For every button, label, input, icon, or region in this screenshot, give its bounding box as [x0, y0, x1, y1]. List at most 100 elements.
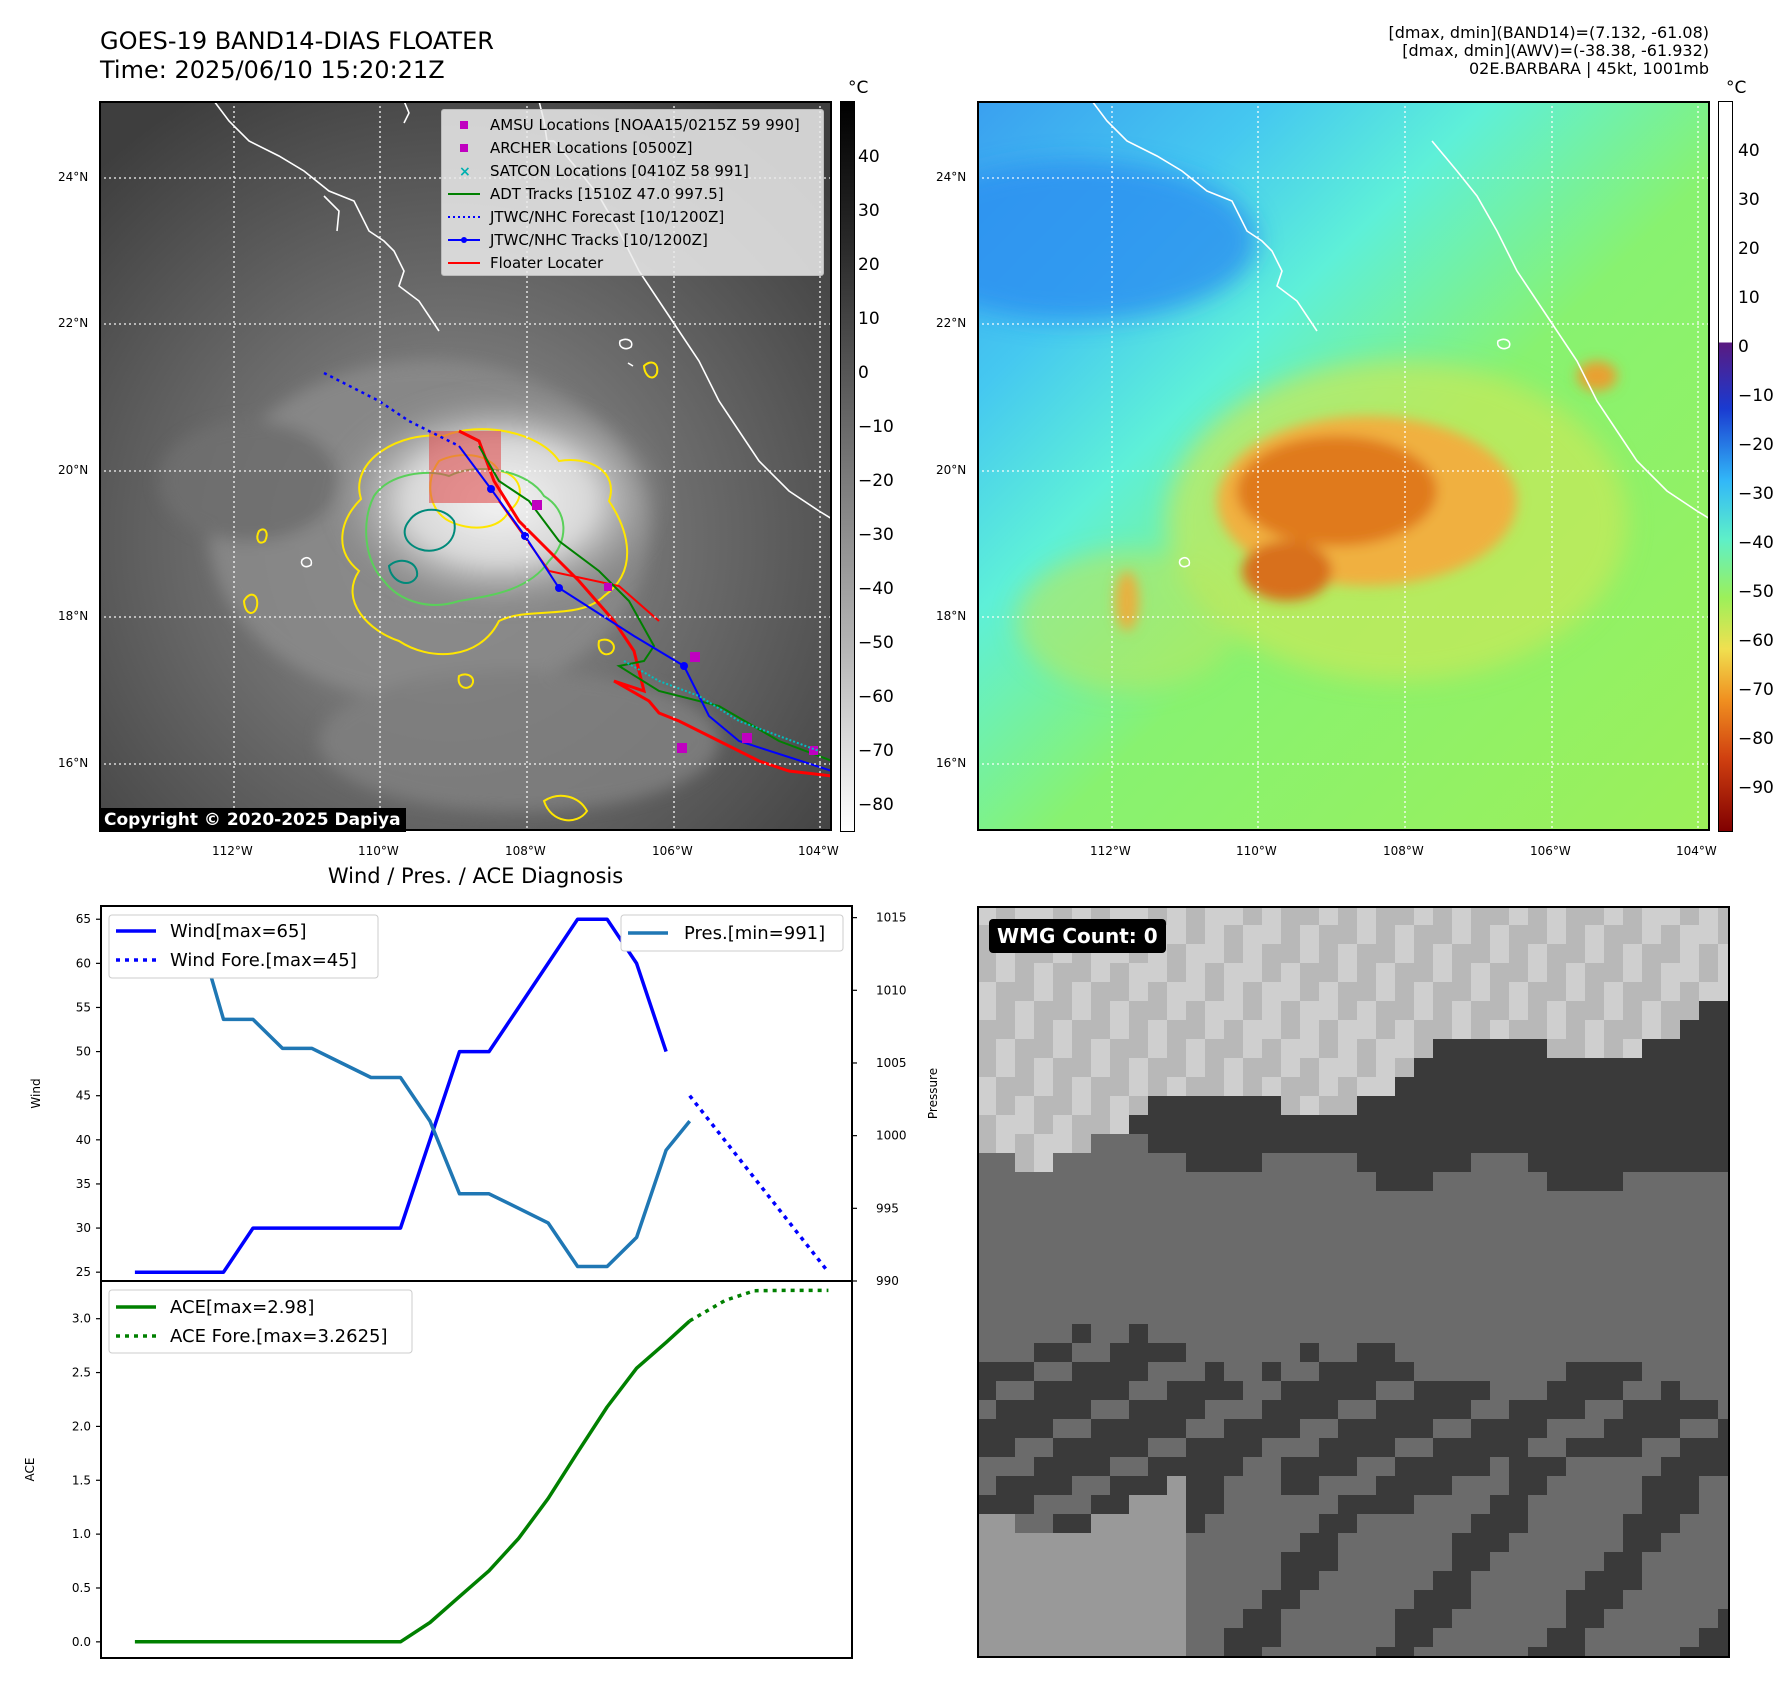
legend-wind: Wind[max=65]: [170, 921, 307, 942]
legend-swatch: [448, 237, 480, 243]
awv-lon-tick-108: 108°W: [1383, 844, 1424, 858]
awv-colorbar-tick: 20: [1738, 239, 1760, 259]
ir-lon-tick-106: 106°W: [652, 844, 693, 858]
pressure-legend: Pres.[min=991]: [620, 914, 844, 952]
ir-colorbar-tick: −40: [858, 579, 894, 599]
ir-colorbar-tick: −70: [858, 741, 894, 761]
awv-colorbar-tick: 40: [1738, 141, 1760, 161]
ir-lon-tick-112: 112°W: [212, 844, 253, 858]
ir-colorbar-tick: −10: [858, 417, 894, 437]
pressure-ytick-label: 990: [876, 1274, 899, 1288]
awv-colorbar-tick: 0: [1738, 337, 1749, 357]
legend-label: ARCHER Locations [0500Z]: [490, 139, 693, 157]
legend-entry: Floater Locater: [442, 252, 823, 274]
pressure-ytick-label: 1005: [876, 1056, 907, 1070]
ace-ytick-label: 1.5: [72, 1473, 91, 1487]
awv-lon-tick-104: 104°W: [1676, 844, 1717, 858]
figure-title: GOES-19 BAND14-DIAS FLOATER Time: 2025/0…: [100, 27, 494, 85]
pressure-ytick-label: 995: [876, 1201, 899, 1215]
awv-colorbar-tick: −70: [1738, 680, 1774, 700]
wind-legend: Wind[max=65] Wind Fore.[max=45]: [108, 914, 379, 979]
ace-ytick-label: 3.0: [72, 1312, 91, 1326]
ir-colorbar-tick: −80: [858, 795, 894, 815]
series-line-wind-forecast: [688, 1094, 830, 1274]
legend-swatch: ×: [459, 164, 471, 180]
ir-colorbar-tick: −20: [858, 471, 894, 491]
ir-lat-tick-24: 24°N: [58, 170, 89, 184]
awv-colorbar-tick: −10: [1738, 386, 1774, 406]
awv-lat-tick-20: 20°N: [936, 463, 967, 477]
ace-ytick-label: 0.0: [72, 1635, 91, 1649]
ir-colorbar-tick: 30: [858, 201, 880, 221]
ir-lon-tick-104: 104°W: [798, 844, 839, 858]
legend-entry: JTWC/NHC Forecast [10/1200Z]: [442, 206, 823, 228]
copyright-label: Copyright © 2020-2025 Dapiya: [99, 808, 406, 832]
diagnosis-title: Wind / Pres. / ACE Diagnosis: [327, 864, 624, 888]
ir-lat-tick-18: 18°N: [58, 609, 89, 623]
legend-swatch: [448, 193, 480, 195]
pressure-axis-label: Pressure: [926, 1068, 940, 1119]
ace-panel-frame: [100, 1280, 853, 1659]
legend-ace: ACE[max=2.98]: [170, 1297, 314, 1318]
legend-entry: AMSU Locations [NOAA15/0215Z 59 990]: [442, 114, 823, 136]
ir-lat-tick-16: 16°N: [58, 756, 89, 770]
awv-lat-tick-16: 16°N: [936, 756, 967, 770]
ace-ytick-label: 2.5: [72, 1366, 91, 1380]
wind-ytick-label: 25: [76, 1265, 91, 1279]
legend-entry: ADT Tracks [1510Z 47.0 997.5]: [442, 183, 823, 205]
awv-satellite-map: [977, 101, 1710, 831]
awv-colorbar-tick: −60: [1738, 631, 1774, 651]
ace-ytick-label: 0.5: [72, 1581, 91, 1595]
wind-axis-label: Wind: [29, 1078, 43, 1108]
wind-ytick-label: 55: [76, 1000, 91, 1014]
legend-swatch: [460, 144, 468, 152]
pressure-ytick-label: 1010: [876, 983, 907, 997]
info-line2: [dmax, dmin](AWV)=(-38.38, -61.932): [1402, 41, 1709, 60]
legend-label: AMSU Locations [NOAA15/0215Z 59 990]: [490, 116, 800, 134]
legend-swatch: [448, 216, 480, 218]
svg-text:×: ×: [459, 164, 471, 180]
ir-lon-tick-108: 108°W: [505, 844, 546, 858]
title-line1: GOES-19 BAND14-DIAS FLOATER: [100, 27, 494, 55]
awv-colorbar-tick: −20: [1738, 435, 1774, 455]
wind-ytick-label: 30: [76, 1221, 91, 1235]
legend-entry: ARCHER Locations [0500Z]: [442, 137, 823, 159]
ir-colorbar-tick: 0: [858, 363, 869, 383]
info-line1: [dmax, dmin](BAND14)=(7.132, -61.08): [1388, 23, 1710, 42]
wind-ytick-label: 60: [76, 956, 91, 970]
ir-colorbar-tick: 40: [858, 147, 880, 167]
ir-colorbar: [840, 101, 855, 832]
wind-ytick-label: 40: [76, 1133, 91, 1147]
legend-wind-forecast: Wind Fore.[max=45]: [170, 950, 357, 971]
awv-lat-tick-24: 24°N: [936, 170, 967, 184]
wind-ytick-label: 35: [76, 1177, 91, 1191]
title-line2: Time: 2025/06/10 15:20:21Z: [100, 56, 445, 84]
legend-label: Floater Locater: [490, 254, 604, 272]
legend-label: JTWC/NHC Forecast [10/1200Z]: [490, 208, 725, 226]
series-line-ace-forecast: [688, 1288, 829, 1323]
legend-pressure: Pres.[min=991]: [684, 923, 825, 944]
wind-ytick-label: 65: [76, 912, 91, 926]
series-line-wind: [134, 917, 668, 1274]
ir-colorbar-tick: −50: [858, 633, 894, 653]
ir-colorbar-tick: 10: [858, 309, 880, 329]
legend-ace-forecast: ACE Fore.[max=3.2625]: [170, 1326, 388, 1347]
awv-colorbar-unit: °C: [1726, 78, 1747, 98]
pressure-ytick-label: 1000: [876, 1129, 907, 1143]
awv-colorbar-tick: −40: [1738, 533, 1774, 553]
wind-ytick-label: 45: [76, 1089, 91, 1103]
wind-ytick-label: 50: [76, 1045, 91, 1059]
legend-entry: JTWC/NHC Tracks [10/1200Z]: [442, 229, 823, 251]
legend-label: ADT Tracks [1510Z 47.0 997.5]: [490, 185, 724, 203]
awv-colorbar-tick: −50: [1738, 582, 1774, 602]
map-legend: AMSU Locations [NOAA15/0215Z 59 990] ARCH…: [441, 109, 824, 276]
wmg-count-label: WMG Count: 0: [989, 919, 1166, 953]
awv-colorbar-tick: 30: [1738, 190, 1760, 210]
awv-lat-tick-18: 18°N: [936, 609, 967, 623]
awv-lon-tick-110: 110°W: [1236, 844, 1277, 858]
legend-label: JTWC/NHC Tracks [10/1200Z]: [490, 231, 708, 249]
awv-lat-tick-22: 22°N: [936, 316, 967, 330]
ir-colorbar-unit: °C: [848, 78, 869, 98]
ir-colorbar-tick: −60: [858, 687, 894, 707]
awv-lon-tick-112: 112°W: [1090, 844, 1131, 858]
